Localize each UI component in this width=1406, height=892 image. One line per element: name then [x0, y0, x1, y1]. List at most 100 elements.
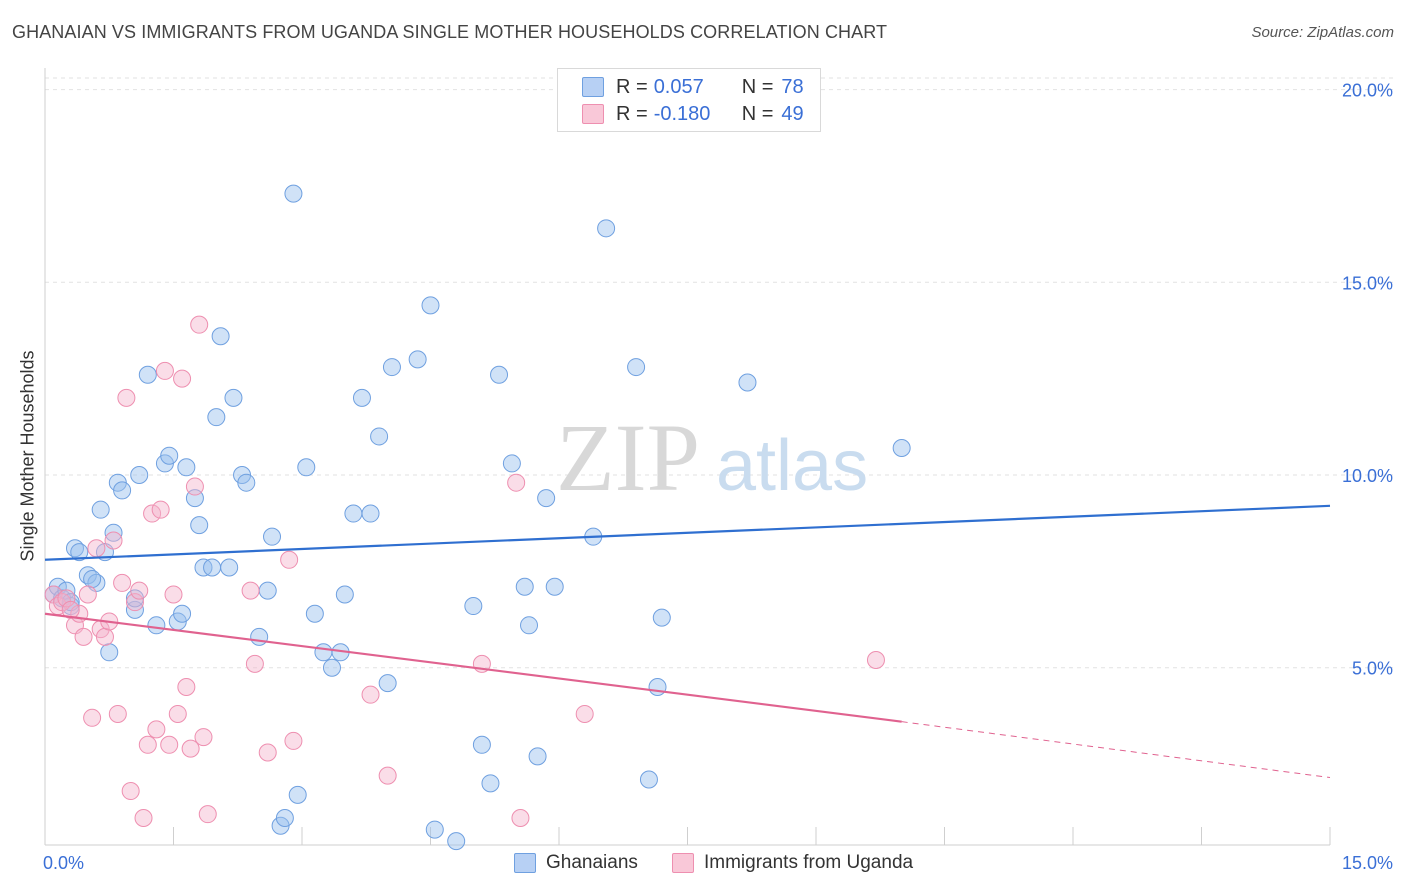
point-ghanaians: [425, 820, 444, 839]
point-uganda: [117, 388, 136, 407]
point-uganda: [121, 782, 140, 801]
point-uganda: [245, 654, 264, 673]
point-ghanaians: [83, 570, 102, 589]
point-uganda: [95, 627, 114, 646]
point-ghanaians: [147, 616, 166, 635]
bottom-legend-uganda: Immigrants from Uganda: [672, 852, 913, 874]
y-axis-label: Single Mother Households: [17, 350, 38, 562]
point-uganda: [78, 585, 97, 604]
point-ghanaians: [370, 427, 389, 446]
point-ghanaians: [652, 608, 671, 627]
point-ghanaians: [545, 577, 564, 596]
legend-r-label: R =: [616, 102, 648, 125]
point-uganda: [280, 550, 299, 569]
point-ghanaians: [322, 658, 341, 677]
point-uganda: [74, 627, 93, 646]
point-ghanaians: [100, 643, 119, 662]
point-ghanaians: [203, 558, 222, 577]
point-ghanaians: [138, 365, 157, 384]
axes: [44, 68, 1331, 846]
point-ghanaians: [464, 597, 483, 616]
point-ghanaians: [472, 735, 491, 754]
trendline: [44, 504, 1331, 561]
legend-r-value: 0.057: [653, 75, 704, 98]
point-ghanaians: [502, 454, 521, 473]
point-uganda: [181, 739, 200, 758]
bottom-legend-swatch-ghanaians: [514, 853, 536, 873]
x-tick-label: 0.0%: [43, 853, 84, 873]
legend-row-uganda: R = -0.180 N = 49: [582, 102, 804, 126]
point-ghanaians: [258, 581, 277, 600]
point-ghanaians: [344, 504, 363, 523]
point-uganda: [378, 766, 397, 785]
point-ghanaians: [352, 388, 371, 407]
tick-labels: 5.0% 10.0% 15.0% 20.0% 0.0% 15.0%: [43, 81, 1393, 873]
point-uganda: [113, 573, 132, 592]
point-ghanaians: [250, 627, 269, 646]
point-ghanaians: [288, 785, 307, 804]
point-ghanaians: [447, 832, 466, 851]
watermark-zip: ZIP: [556, 404, 700, 511]
point-uganda: [155, 361, 174, 380]
point-uganda: [241, 581, 260, 600]
point-ghanaians: [627, 358, 646, 377]
point-uganda: [61, 600, 80, 619]
grid-lines: [45, 77, 1395, 669]
legend-row-ghanaians: R = 0.057 N = 78: [582, 75, 804, 99]
point-ghanaians: [173, 604, 192, 623]
point-uganda: [258, 743, 277, 762]
point-uganda: [866, 650, 885, 669]
point-ghanaians: [738, 373, 757, 392]
point-ghanaians: [515, 577, 534, 596]
point-uganda: [151, 500, 170, 519]
point-ghanaians: [220, 558, 239, 577]
bottom-legend-label-uganda: Immigrants from Uganda: [704, 852, 914, 873]
point-uganda: [108, 704, 127, 723]
point-ghanaians: [528, 747, 547, 766]
point-uganda: [134, 809, 153, 828]
trendline: [44, 612, 902, 723]
point-ghanaians: [275, 809, 294, 828]
point-ghanaians: [520, 616, 539, 635]
legend-n-label: N =: [741, 102, 774, 125]
point-ghanaians: [70, 543, 89, 562]
point-ghanaians: [648, 677, 667, 696]
point-ghanaians: [537, 489, 556, 508]
y-tick-label: 5.0%: [1352, 659, 1393, 679]
watermark: ZIP atlas: [556, 404, 868, 511]
point-ghanaians: [305, 604, 324, 623]
point-ghanaians: [91, 500, 110, 519]
point-ghanaians: [130, 465, 149, 484]
legend-n-value: 78: [781, 75, 804, 98]
point-uganda: [185, 477, 204, 496]
point-ghanaians: [224, 388, 243, 407]
point-uganda: [361, 685, 380, 704]
point-ghanaians: [177, 458, 196, 477]
point-ghanaians: [207, 408, 226, 427]
point-ghanaians: [190, 516, 209, 535]
point-ghanaians: [408, 350, 427, 369]
point-uganda: [190, 315, 209, 334]
point-ghanaians: [237, 473, 256, 492]
point-uganda: [138, 735, 157, 754]
point-ghanaians: [481, 774, 500, 793]
legend-swatch-uganda: [582, 104, 604, 124]
point-uganda: [125, 593, 144, 612]
point-ghanaians: [361, 504, 380, 523]
point-uganda: [177, 677, 196, 696]
point-uganda: [57, 589, 76, 608]
y-tick-label: 20.0%: [1342, 81, 1393, 101]
bottom-legend-ghanaians: Ghanaians: [514, 852, 638, 874]
point-ghanaians: [263, 527, 282, 546]
legend-r-value: -0.180: [653, 102, 711, 125]
point-uganda: [143, 504, 162, 523]
y-tick-label: 15.0%: [1342, 273, 1393, 293]
point-ghanaians: [335, 585, 354, 604]
point-ghanaians: [211, 327, 230, 346]
point-uganda: [147, 720, 166, 739]
y-tick-label: 10.0%: [1342, 466, 1393, 486]
point-uganda: [164, 585, 183, 604]
point-ghanaians: [314, 643, 333, 662]
legend: R = 0.057 N = 78 R = -0.180 N = 49: [557, 68, 821, 132]
x-tick-label: 15.0%: [1342, 853, 1393, 873]
